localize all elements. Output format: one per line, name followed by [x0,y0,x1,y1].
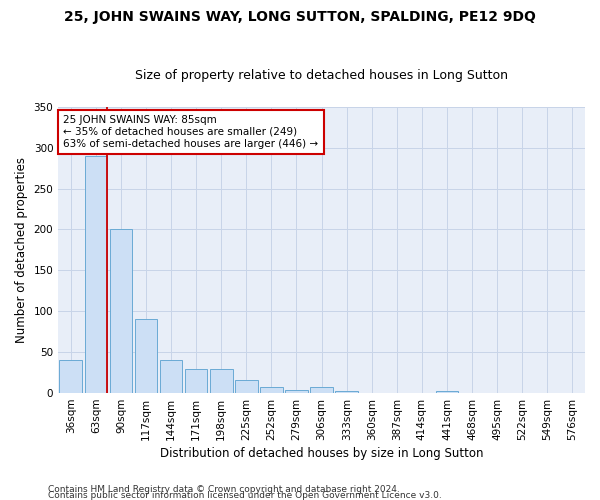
Text: 25 JOHN SWAINS WAY: 85sqm
← 35% of detached houses are smaller (249)
63% of semi: 25 JOHN SWAINS WAY: 85sqm ← 35% of detac… [64,116,319,148]
Y-axis label: Number of detached properties: Number of detached properties [15,157,28,343]
Bar [210,368,233,393]
Bar [310,386,333,393]
Text: 25, JOHN SWAINS WAY, LONG SUTTON, SPALDING, PE12 9DQ: 25, JOHN SWAINS WAY, LONG SUTTON, SPALDI… [64,10,536,24]
Bar [59,360,82,393]
Bar [260,386,283,393]
Bar [285,390,308,393]
Bar [85,156,107,393]
Bar [436,390,458,393]
Bar [134,320,157,393]
X-axis label: Distribution of detached houses by size in Long Sutton: Distribution of detached houses by size … [160,447,484,460]
Bar [110,230,132,393]
Text: Contains public sector information licensed under the Open Government Licence v3: Contains public sector information licen… [48,490,442,500]
Bar [335,390,358,393]
Text: Contains HM Land Registry data © Crown copyright and database right 2024.: Contains HM Land Registry data © Crown c… [48,484,400,494]
Bar [185,368,208,393]
Bar [235,380,257,393]
Bar [160,360,182,393]
Title: Size of property relative to detached houses in Long Sutton: Size of property relative to detached ho… [135,69,508,82]
